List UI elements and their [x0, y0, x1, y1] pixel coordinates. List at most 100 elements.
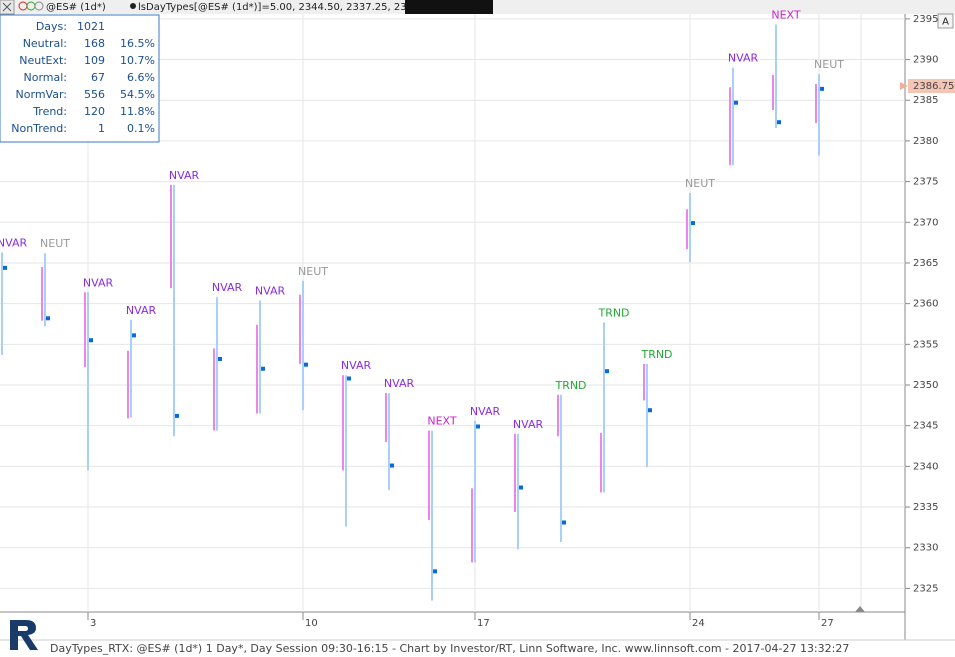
range-bar — [173, 184, 175, 437]
range-bar — [216, 297, 218, 431]
y-tick-label: 2360 — [913, 299, 938, 310]
initial-range-bar — [342, 375, 344, 471]
initial-range-bar — [385, 393, 387, 442]
range-bar — [474, 420, 476, 563]
range-bar — [646, 363, 648, 468]
range-bar — [560, 394, 562, 543]
close-marker — [820, 86, 824, 91]
initial-range-bar — [428, 430, 430, 521]
close-marker — [347, 376, 351, 381]
y-tick-label: 2330 — [913, 543, 938, 554]
stats-cell: 120 — [84, 105, 105, 118]
header-box — [405, 0, 493, 14]
logo — [10, 620, 38, 650]
close-marker — [218, 356, 222, 361]
day-type-label: NVAR — [341, 359, 372, 372]
stats-cell: 556 — [84, 88, 105, 101]
y-tick-label: 2385 — [913, 95, 938, 106]
day-type-label: TRND — [554, 379, 586, 392]
range-bar — [1, 252, 3, 355]
close-marker — [734, 100, 738, 105]
initial-range-bar — [772, 75, 774, 111]
marks: NVAR NEUT NVAR NVAR NVAR NVAR NVAR NEUT NVAR NVAR… — [0, 9, 955, 601]
y-tick-label: 2390 — [913, 55, 938, 66]
close-marker — [476, 424, 480, 429]
stats-cell: 109 — [84, 54, 105, 67]
stats-cell: 10.7% — [120, 54, 155, 67]
close-marker — [777, 120, 781, 125]
close-marker — [562, 520, 566, 525]
day-type-label: NVAR — [212, 281, 243, 294]
range-bar — [345, 375, 347, 527]
range-bar — [732, 67, 734, 166]
stats-cell: NonTrend: — [11, 122, 67, 135]
last-price-arrow — [900, 82, 908, 91]
footer-text: DayTypes_RTX: @ES# (1d*) 1 Day*, Day Ses… — [50, 642, 849, 655]
initial-range-bar — [600, 433, 602, 493]
stats-cell: 168 — [84, 37, 105, 50]
day-type-label: NEUT — [298, 265, 328, 278]
stats-table: Days: 1021 Neutral: 168 16.5% NeutExt: 109 10.7… — [11, 20, 155, 135]
day-type-label: NEUT — [40, 237, 70, 250]
close-marker — [175, 413, 179, 418]
y-tick-label: 2365 — [913, 258, 938, 269]
close-marker — [261, 366, 265, 371]
stats-cell: 0.1% — [127, 122, 155, 135]
initial-range-bar — [256, 324, 258, 414]
range-bar — [775, 24, 777, 128]
day-type-label: NVAR — [126, 304, 157, 317]
close-icon — [2, 2, 12, 12]
initial-range-bar — [213, 348, 215, 431]
day-type-label: NVAR — [728, 52, 759, 65]
stats-panel — [0, 14, 160, 143]
initial-range-bar — [686, 209, 688, 250]
y-tick-label: 2335 — [913, 502, 938, 513]
status-dot — [34, 1, 44, 11]
close-marker — [691, 221, 695, 226]
initial-range-bar — [299, 294, 301, 364]
range-bar — [388, 393, 390, 490]
initial-range-bar — [127, 350, 129, 419]
day-type-label: NVAR — [470, 405, 501, 418]
initial-range-bar — [643, 363, 645, 401]
y-tick-label: 2340 — [913, 461, 938, 472]
close-marker — [648, 408, 652, 413]
auto-button-label: A — [942, 17, 949, 28]
range-bar — [259, 300, 261, 414]
auto-button[interactable] — [937, 13, 954, 29]
range-bar — [130, 319, 132, 418]
stats-cell: 1 — [98, 122, 105, 135]
x-tick-label: 24 — [692, 618, 705, 629]
stats-cell: Neutral: — [23, 37, 67, 50]
x-tick-label: 3 — [90, 618, 96, 629]
initial-range-bar — [170, 184, 172, 289]
initial-range-bar — [471, 488, 473, 563]
stats-cell: 67 — [91, 71, 105, 84]
day-type-label: NVAR — [513, 418, 544, 431]
x-tick-label: 27 — [821, 618, 834, 629]
last-price-box — [908, 79, 955, 94]
close-marker — [46, 316, 50, 321]
range-bar — [44, 253, 46, 327]
header-indicator: lsDayTypes[@ES# (1d*)]=5.00, 2344.50, 23… — [138, 2, 435, 13]
day-type-label: NEXT — [427, 415, 457, 428]
stats-cell: NeutExt: — [19, 54, 67, 67]
range-bar — [603, 322, 605, 493]
stats-cell: 1021 — [77, 20, 105, 33]
range-bar — [689, 192, 691, 263]
close-marker — [89, 338, 93, 343]
y-tick-label: 2355 — [913, 339, 938, 350]
initial-range-bar — [41, 267, 43, 321]
stats-cell: Normal: — [23, 71, 67, 84]
close-marker — [132, 333, 136, 338]
range-bar — [431, 430, 433, 601]
stats-cell: 11.8% — [120, 105, 155, 118]
y-tick-label: 2350 — [913, 380, 938, 391]
day-type-label: NVAR — [384, 377, 415, 390]
y-tick-label: 2325 — [913, 583, 938, 594]
day-type-label: TRND — [640, 348, 672, 361]
y-tick-label: 2380 — [913, 136, 938, 147]
x-tick-label: 17 — [477, 618, 490, 629]
range-bar — [87, 292, 89, 471]
